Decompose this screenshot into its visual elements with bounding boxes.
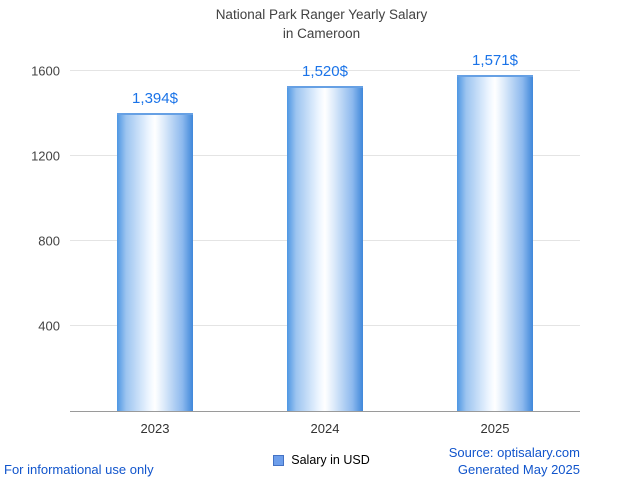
x-axis-label: 2025 <box>480 421 510 436</box>
y-axis-tick-label: 1600 <box>31 63 60 79</box>
y-axis-tick-label: 400 <box>38 318 60 334</box>
legend: Salary in USD <box>0 453 643 467</box>
disclaimer-text: For informational use only <box>4 462 154 477</box>
bar-value-label: 1,520$ <box>302 63 348 80</box>
x-axis-label: 2023 <box>140 421 170 436</box>
source-link[interactable]: Source: optisalary.com <box>448 444 580 460</box>
x-axis-label: 2024 <box>310 421 340 436</box>
y-axis-tick-label: 1200 <box>31 148 60 164</box>
generated-date: Generated May 2025 <box>457 462 580 478</box>
chart-title: National Park Ranger Yearly Salary in Ca… <box>0 6 643 44</box>
plot-area: 400 800 1200 1600 1,394$ 2023 1,520$ 2024 1,571$… <box>31 52 580 436</box>
source-block: Source: optisalary.com Generated May 202… <box>449 444 580 479</box>
legend-label: Salary in USD <box>291 453 370 467</box>
chart-title-line1: National Park Ranger Yearly Salary <box>215 7 428 22</box>
legend-swatch-icon <box>273 454 285 466</box>
bar-2023: 1,394$ <box>117 90 193 411</box>
bar-value-label: 1,571$ <box>472 52 518 70</box>
y-axis-tick-label: 800 <box>38 233 60 249</box>
bar-2024: 1,520$ <box>287 63 363 411</box>
chart-title-line2: in Cameroon <box>282 25 361 41</box>
bar-2025: 1,571$ <box>457 52 533 411</box>
gridline <box>70 70 580 71</box>
bar-value-label: 1,394$ <box>132 89 178 107</box>
